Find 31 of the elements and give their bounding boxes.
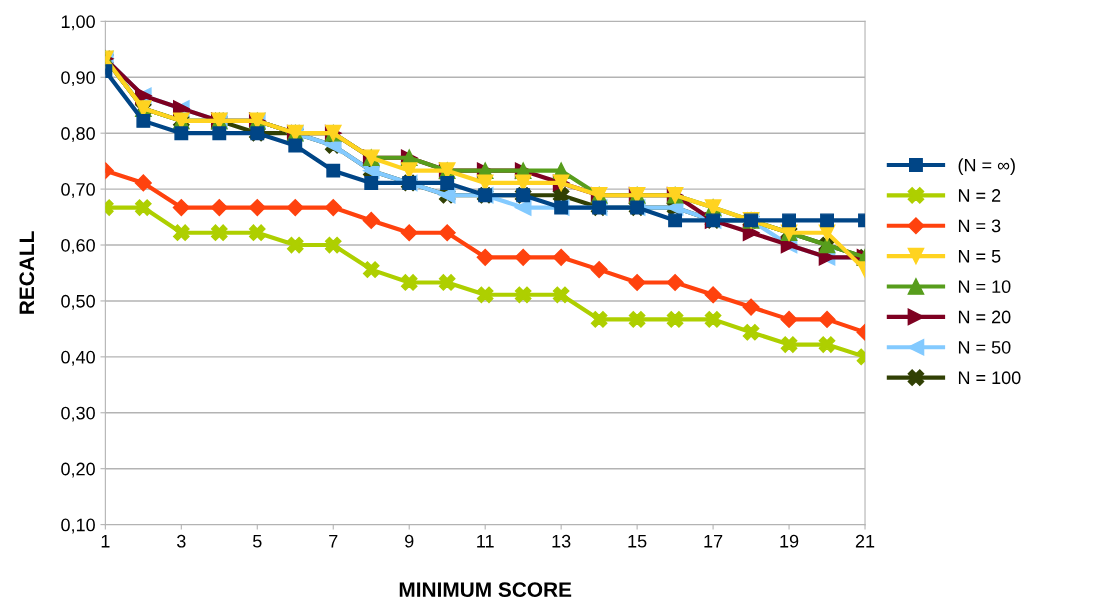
x-tick-label: 19 [780, 534, 799, 548]
y-tick-label: 1,00 [61, 15, 95, 31]
x-axis-title: MINIMUM SCORE [399, 582, 572, 598]
y-tick-label: 0,80 [61, 127, 95, 143]
legend-label: N = 20 [958, 310, 1011, 324]
legend-label: N = 5 [958, 250, 1001, 263]
y-axis-title: RECALL [19, 231, 35, 314]
y-tick-label: 0,70 [61, 183, 95, 198]
y-tick-label: 0,10 [61, 518, 95, 534]
x-tick-label: 7 [329, 534, 338, 548]
legend-label: N = 100 [958, 371, 1021, 385]
legend-label: N = 2 [958, 189, 1001, 202]
y-tick-label: 0,60 [61, 238, 95, 254]
legend-label: N = 10 [958, 280, 1011, 294]
legend-label: N = 3 [958, 219, 1001, 233]
y-tick-label: 0,90 [61, 71, 95, 87]
x-tick-label: 11 [477, 534, 494, 548]
x-tick-label: 9 [405, 534, 414, 548]
legend-label: (N = ∞) [958, 158, 1015, 176]
x-tick-label: 5 [252, 534, 262, 548]
x-tick-label: 13 [552, 534, 571, 548]
x-tick-label: 17 [704, 534, 723, 548]
x-tick-label: 15 [628, 534, 647, 548]
legend-label: N = 50 [958, 340, 1011, 354]
y-tick-label: 0,50 [61, 294, 95, 310]
x-tick-label: 3 [176, 534, 186, 548]
y-tick-label: 0,30 [61, 406, 95, 422]
y-tick-label: 0,20 [61, 462, 95, 478]
x-tick-label: 21 [855, 534, 875, 548]
x-tick-label: 1 [101, 534, 110, 548]
y-tick-label: 0,40 [61, 350, 95, 366]
